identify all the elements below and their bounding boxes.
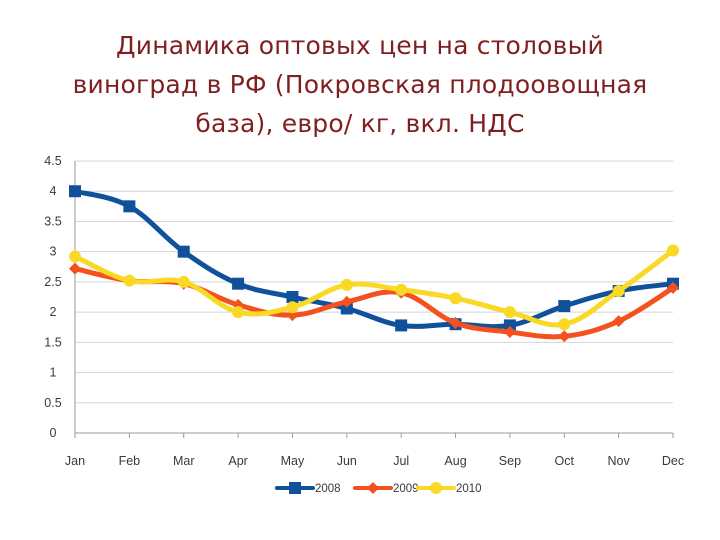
x-tick-label: Sep: [499, 454, 521, 468]
chart-title-line-1: Динамика оптовых цен на столовый: [116, 31, 604, 60]
data-point-2010: [232, 306, 245, 319]
data-point-2008: [69, 185, 81, 198]
x-tick-label: Dec: [662, 454, 684, 468]
y-tick-label: 4.5: [44, 154, 61, 168]
series-line-2010: [72, 247, 676, 328]
data-point-2008: [340, 302, 353, 315]
legend-label-2010: 2010: [456, 483, 482, 495]
legend-item-2010: 2010: [416, 482, 482, 495]
data-point-2008: [286, 291, 299, 303]
data-point-2010: [395, 283, 408, 296]
data-point-2010: [177, 275, 190, 288]
x-tick-label: Nov: [608, 454, 631, 468]
x-tick-label: Jan: [65, 454, 85, 468]
data-point-2010: [340, 278, 353, 291]
data-point-2009: [503, 326, 516, 339]
y-tick-label: 2: [50, 305, 57, 319]
data-point-2009: [667, 281, 679, 294]
data-point-2008: [395, 319, 408, 332]
y-tick-label: 2.5: [44, 275, 61, 289]
chart-title-line-3: база), евро/ кг, вкл. НДС: [195, 109, 525, 138]
legend-label-2008: 2008: [315, 483, 341, 495]
legend-marker-2010: [430, 482, 442, 494]
legend: 2008 2009 2010: [275, 482, 482, 495]
data-point-2008: [558, 300, 571, 313]
data-point-2009: [449, 316, 462, 329]
data-point-2008: [232, 277, 245, 290]
y-tick-label: 3: [50, 245, 57, 259]
data-point-2009: [340, 295, 353, 308]
data-point-2010: [123, 274, 136, 287]
series-line-2008: [72, 188, 676, 330]
tick-labels: 4.5 4 3.5 3 2.5 2 1.5 1 0.5 0 Jan Feb Mar Apr May Jun Ju…: [44, 154, 684, 468]
data-point-2010: [449, 292, 462, 305]
legend-label-2009: 2009: [393, 483, 419, 495]
y-tick-label: 0.5: [44, 396, 61, 410]
axes: [74, 161, 674, 438]
data-point-2008: [177, 245, 190, 258]
data-point-2010: [612, 284, 625, 297]
x-tick-label: Apr: [228, 454, 247, 468]
data-point-2010: [286, 301, 299, 314]
series-2009: [69, 262, 679, 343]
data-point-2010: [503, 306, 516, 319]
legend-marker-2009: [367, 482, 379, 494]
x-tick-label: Mar: [173, 454, 195, 468]
y-tick-label: 1: [50, 366, 57, 380]
legend-item-2009: 2009: [353, 482, 419, 495]
series-lines: [69, 185, 679, 343]
x-tick-label: May: [281, 454, 305, 468]
legend-marker-2008: [289, 482, 301, 494]
data-point-2009: [612, 315, 625, 328]
grid-lines: [75, 160, 673, 404]
chart-title: Динамика оптовых цен на столовый виногра…: [20, 26, 700, 143]
y-tick-label: 1.5: [44, 335, 61, 349]
x-tick-label: Feb: [119, 454, 141, 468]
data-point-2008: [123, 200, 136, 213]
x-tick-label: Jul: [393, 454, 409, 468]
data-point-2010: [667, 244, 679, 257]
series-2010: [69, 244, 679, 331]
y-tick-label: 4: [50, 184, 57, 198]
series-2008: [69, 185, 679, 332]
x-tick-label: Aug: [444, 454, 466, 468]
data-point-2008: [503, 319, 516, 332]
data-point-2010: [69, 250, 81, 263]
y-tick-label: 0: [50, 426, 57, 440]
chart-title-line-2: виноград в РФ (Покровская плодоовощная: [72, 70, 648, 99]
data-point-2009: [558, 330, 571, 343]
x-tick-label: Oct: [555, 454, 575, 468]
x-tick-label: Jun: [337, 454, 357, 468]
y-tick-label: 3.5: [44, 214, 61, 228]
legend-item-2008: 2008: [275, 482, 341, 495]
data-point-2010: [558, 318, 571, 331]
data-point-2009: [69, 262, 81, 275]
